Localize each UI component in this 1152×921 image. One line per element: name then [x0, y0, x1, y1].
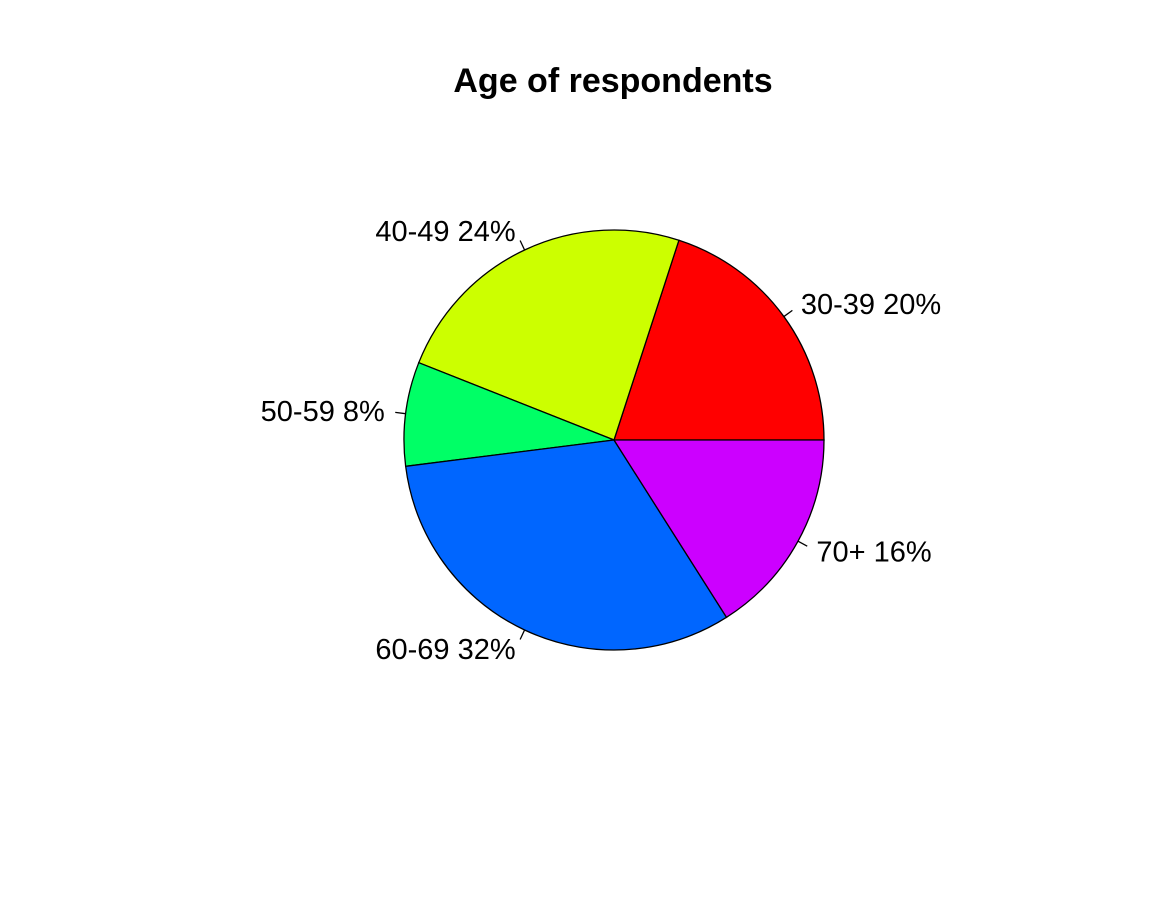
pie-slice-label: 30-39 20%: [801, 289, 941, 321]
pie-label-tick: [519, 240, 526, 251]
pie-labels: 30-39 20% 40-49 24% 50-59 8% 60-69 32% 70+ 1…: [261, 216, 941, 666]
pie-slice-40-49: [417, 229, 680, 441]
pie-slice-60-69: [404, 439, 728, 651]
pie-slice-label: 50-59 8%: [261, 396, 385, 428]
pie-label-tick: [395, 411, 406, 415]
pie-label-tick: [783, 309, 793, 318]
pie-slices: [403, 229, 825, 651]
pie-slice-label: 70+ 16%: [816, 536, 931, 568]
chart-title: Age of respondents: [453, 62, 772, 100]
pie-label-tick: [797, 540, 808, 547]
pie-slice-50-59: [403, 361, 615, 468]
pie-label-ticks: [395, 240, 808, 640]
pie-label-tick: [519, 629, 526, 640]
pie-slice-label: 40-49 24%: [375, 216, 515, 248]
pie-slice-label: 60-69 32%: [375, 634, 515, 666]
